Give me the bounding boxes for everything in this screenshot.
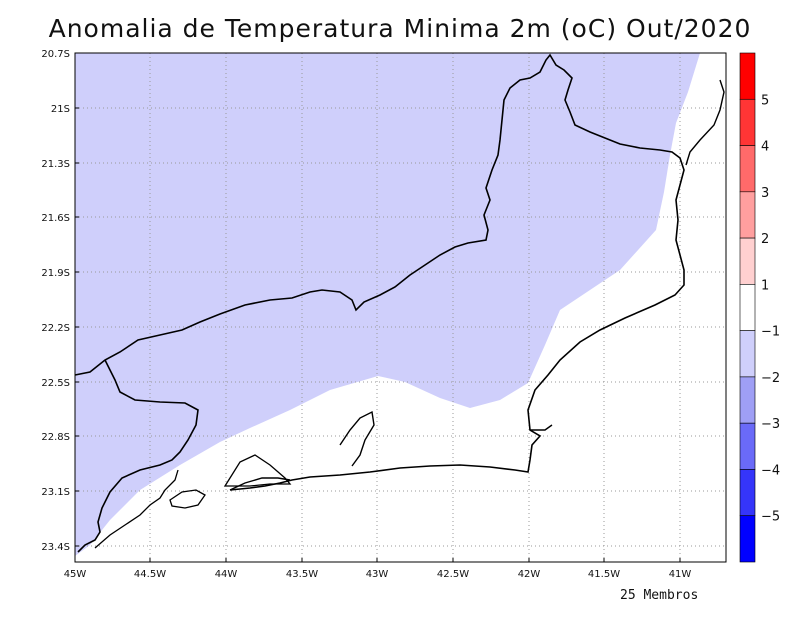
colorbar: 5 4 3 2 1 −1 −2 −3 −4 −5	[739, 52, 780, 563]
y-tick-label: 22.8S	[41, 432, 70, 443]
colorbar-swatch	[739, 191, 756, 239]
colorbar-swatch	[739, 469, 756, 517]
coast-paraty	[94, 469, 179, 549]
y-axis-ticks: 20.7S 21S 21.3S 21.6S 21.9S 22.2S 22.5S 22.8S 23…	[41, 49, 79, 553]
colorbar-label: 1	[761, 278, 769, 293]
y-tick-label: 21.9S	[41, 268, 70, 279]
x-tick-label: 41W	[669, 569, 692, 580]
chart-title: Anomalia de Temperatura Minima 2m (oC) O…	[48, 14, 752, 43]
x-tick-label: 44W	[215, 569, 238, 580]
colorbar-swatch	[739, 515, 756, 563]
state-boundary-west	[77, 359, 199, 553]
colorbar-label: −5	[761, 510, 780, 525]
x-tick-label: 45W	[64, 569, 87, 580]
colorbar-label: 5	[761, 93, 769, 108]
colorbar-label: 3	[761, 186, 769, 201]
x-tick-label: 42W	[518, 569, 541, 580]
colorbar-swatch	[739, 422, 756, 470]
y-tick-label: 20.7S	[41, 49, 70, 60]
y-tick-label: 21.3S	[41, 159, 70, 170]
x-tick-label: 41.5W	[588, 569, 620, 580]
colorbar-swatch	[739, 145, 756, 193]
x-tick-label: 43W	[366, 569, 389, 580]
anomaly-region-minus1-to-minus2	[75, 53, 700, 556]
y-tick-label: 21S	[51, 104, 70, 115]
colorbar-swatch	[739, 52, 756, 100]
colorbar-swatch	[739, 284, 756, 331]
colorbar-label: −4	[761, 463, 780, 478]
y-tick-label: 23.1S	[41, 487, 70, 498]
y-tick-label: 22.2S	[41, 323, 70, 334]
y-tick-label: 23.4S	[41, 542, 70, 553]
x-tick-label: 44.5W	[134, 569, 166, 580]
island-marambaia	[223, 454, 292, 487]
colorbar-label: 4	[761, 140, 769, 155]
x-tick-label: 42.5W	[437, 569, 469, 580]
x-axis-ticks: 45W 44.5W 44W 43.5W 43W 42.5W 42W 41.5W 41W	[64, 558, 692, 580]
colorbar-swatch	[739, 98, 756, 146]
map-frame	[74, 52, 727, 563]
coastline	[229, 79, 725, 491]
colorbar-label: −2	[761, 371, 780, 386]
state-boundary	[74, 53, 685, 491]
colorbar-label: −3	[761, 417, 780, 432]
island-ilha-grande	[169, 489, 206, 509]
colorbar-label: 2	[761, 232, 769, 247]
colorbar-swatch	[739, 237, 756, 285]
grid-lines	[75, 53, 726, 562]
x-tick-label: 43.5W	[286, 569, 318, 580]
y-tick-label: 22.5S	[41, 378, 70, 389]
y-tick-label: 21.6S	[41, 213, 70, 224]
colorbar-swatch	[739, 376, 756, 424]
colorbar-label: −1	[761, 325, 780, 340]
colorbar-swatch	[739, 330, 756, 378]
footer-members: 25 Membros	[620, 588, 699, 603]
